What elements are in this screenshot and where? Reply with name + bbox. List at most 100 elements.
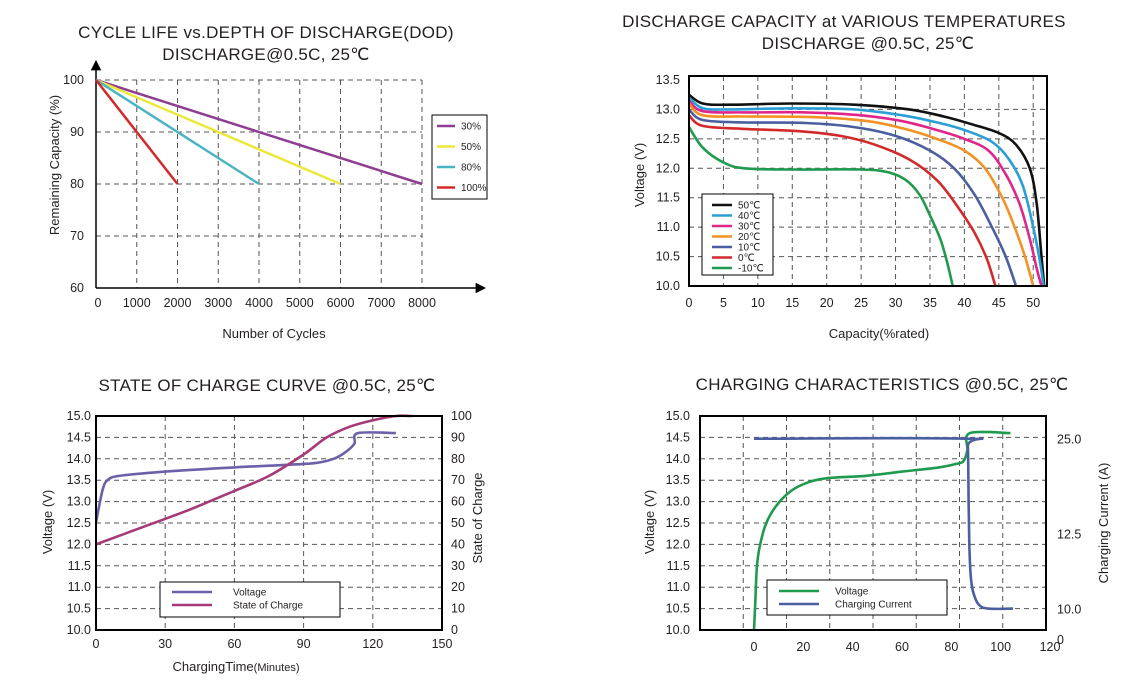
y-right-tick-label: 30 [451, 559, 465, 573]
series-line-dod-30pct [95, 78, 423, 186]
x-tick-label: 35 [923, 296, 937, 310]
chart-state-of-charge-ylabel: Voltage (V) [40, 490, 55, 554]
series-line-state-of-charge [95, 414, 413, 546]
x-tick-label: 120 [362, 637, 383, 651]
chart-discharge-temp-xlabel: Capacity(%rated) [829, 326, 929, 341]
chart-charging-characteristics-ylabel-right: Charging Current (A) [1096, 463, 1111, 584]
chart-state-of-charge-xlabel-main: ChargingTime [172, 659, 253, 674]
x-tick-label: 60 [895, 640, 909, 654]
legend-label: Voltage [233, 588, 267, 599]
y-tick-label: 15.0 [67, 409, 91, 423]
legend-label: 100% [461, 183, 487, 194]
y-right-tick-label: 90 [451, 430, 465, 444]
x-tick-label: 5000 [286, 296, 314, 310]
y-tick-label: 13.0 [67, 495, 91, 509]
series-line-voltage [94, 431, 396, 524]
legend-label: 20℃ [738, 232, 760, 243]
y-tick-label: 12.0 [656, 161, 680, 175]
y-tick-label: 10.5 [67, 602, 91, 616]
x-tick-label: 40 [957, 296, 971, 310]
y-tick-label: 10.0 [67, 623, 91, 637]
series-line-temp-40c [688, 96, 1045, 287]
y-tick-label: 11.5 [667, 559, 690, 573]
y-tick-label: 12.0 [67, 537, 91, 551]
x-tick-label: 40 [846, 640, 860, 654]
chart-charging-characteristics-title: CHARGING CHARACTERISTICS @0.5C, 25℃ [696, 375, 1069, 394]
x-tick-label: 0 [93, 637, 100, 651]
x-tick-label: 80 [944, 640, 958, 654]
legend-label: Charging Current [835, 600, 912, 611]
y-right-tick-label: 20 [451, 580, 465, 594]
series-line-temp-50c [688, 93, 1046, 287]
legend-label: 0℃ [738, 253, 755, 264]
chart-discharge-temp-subtitle: DISCHARGE @0.5C, 25℃ [762, 34, 974, 53]
y-right-tick-label: 10.0 [1057, 603, 1081, 617]
legend-label: 80% [461, 163, 481, 174]
chart-discharge-temp-ylabel: Voltage (V) [632, 143, 647, 207]
series-line-voltage [752, 430, 1011, 631]
legend-label: 50% [461, 142, 481, 153]
y-right-tick-label: 50 [451, 516, 465, 530]
y-tick-label: 11.0 [68, 580, 91, 594]
x-tick-label: 30 [158, 637, 172, 651]
x-tick-label: 30 [889, 296, 903, 310]
chart-cycle-life-xlabel: Number of Cycles [222, 326, 326, 341]
y-tick-label: 12.5 [67, 516, 91, 530]
x-tick-label: 10 [751, 296, 765, 310]
y-tick-label: 12.5 [666, 516, 690, 530]
y-tick-label: 13.5 [666, 473, 690, 487]
x-tick-label: 25 [854, 296, 868, 310]
y-right-tick-label: 80 [451, 452, 465, 466]
y-tick-label: 11.0 [657, 220, 680, 234]
chart-state-of-charge-ylabel-right: State of Charge [470, 472, 485, 563]
series-line-temp-10c [687, 126, 954, 287]
x-tick-label: 90 [297, 637, 311, 651]
series-line-dod-80pct [95, 78, 260, 186]
series-line-dod-100pct [95, 79, 179, 185]
series-line-temp-30c [688, 99, 1043, 287]
chart-state-of-charge: STATE OF CHARGE CURVE @0.5C, 25℃ 0 30 60 90… [40, 376, 485, 674]
y-right-tick-label: 70 [451, 473, 465, 487]
x-tick-label: 120 [1040, 640, 1061, 654]
x-tick-label: 0 [751, 640, 758, 654]
x-tick-label: 20 [796, 640, 810, 654]
x-tick-label: 8000 [408, 296, 436, 310]
legend-label: State of Charge [233, 601, 303, 612]
y-tick-label: 10.5 [666, 602, 690, 616]
y-right-tick-label: 0 [1057, 633, 1064, 647]
y-tick-label: 13.0 [656, 102, 680, 116]
chart-cycle-life: CYCLE LIFE vs.DEPTH OF DISCHARGE(DOD) DI… [47, 23, 488, 341]
chart-charging-characteristics-frame [699, 415, 1047, 631]
legend-label: 40℃ [738, 211, 760, 222]
y-tick-label: 12.0 [666, 537, 690, 551]
chart-discharge-temp: DISCHARGE CAPACITY at VARIOUS TEMPERATUR… [622, 12, 1066, 341]
y-right-tick-label: 0 [451, 623, 458, 637]
chart-discharge-temp-title: DISCHARGE CAPACITY at VARIOUS TEMPERATUR… [622, 12, 1066, 31]
y-tick-label: 14.5 [666, 430, 690, 444]
legend-label: Voltage [835, 587, 869, 598]
legend-label: 10℃ [738, 243, 760, 254]
legend-label: -10℃ [738, 264, 764, 275]
x-tick-label: 20 [820, 296, 834, 310]
chart-state-of-charge-legend-box [159, 581, 341, 618]
legend-label: 30% [461, 122, 481, 133]
y-tick-label: 13.0 [666, 495, 690, 509]
series-line-temp-20c [688, 102, 1035, 287]
x-tick-label: 0 [95, 296, 102, 310]
chart-state-of-charge-title: STATE OF CHARGE CURVE @0.5C, 25℃ [99, 376, 436, 395]
series-line-dod-50pct [95, 78, 341, 186]
x-tick-label: 15 [785, 296, 799, 310]
y-right-tick-label: 25.0 [1057, 433, 1081, 447]
y-tick-label: 11.5 [657, 191, 680, 205]
y-tick-label: 11.5 [68, 559, 91, 573]
x-tick-label: 6000 [327, 296, 355, 310]
y-right-tick-label: 10 [451, 602, 465, 616]
chart-charging-characteristics: CHARGING CHARACTERISTICS @0.5C, 25℃ 0 20 4… [642, 375, 1111, 654]
y-right-tick-label: 100 [451, 409, 472, 423]
y-tick-label: 80 [70, 177, 84, 191]
y-tick-label: 60 [70, 281, 84, 295]
chart-state-of-charge-xlabel-unit: (Minutes) [254, 662, 300, 674]
y-tick-label: 10.0 [666, 623, 690, 637]
x-tick-label: 5 [720, 296, 727, 310]
y-tick-label: 90 [70, 125, 84, 139]
